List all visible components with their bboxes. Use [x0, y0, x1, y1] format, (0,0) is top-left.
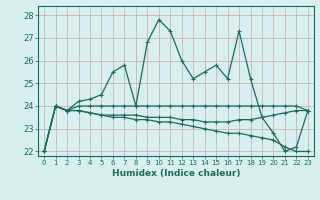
- X-axis label: Humidex (Indice chaleur): Humidex (Indice chaleur): [112, 169, 240, 178]
